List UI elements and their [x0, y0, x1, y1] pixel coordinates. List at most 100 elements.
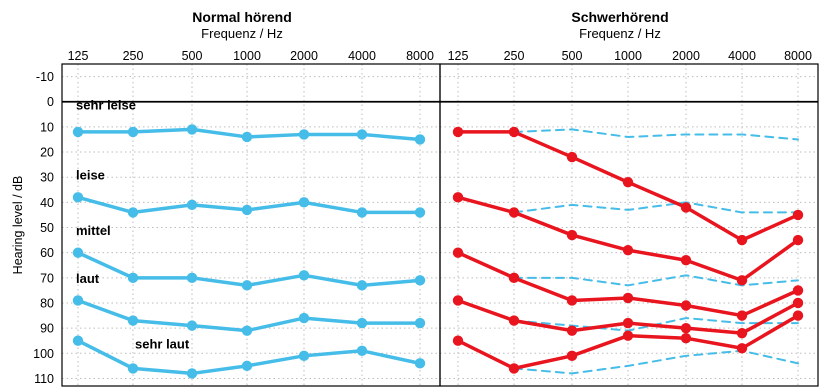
normal-series-point: [72, 192, 84, 203]
annotations-layer: sehr leise leise mittel laut sehr laut: [76, 97, 190, 351]
impaired-series-point: [452, 126, 464, 138]
impaired-series-point: [566, 151, 578, 163]
x-tick-label: 4000: [728, 49, 756, 63]
x-tick-label: 1000: [233, 49, 261, 63]
impaired-series-point: [508, 207, 520, 218]
normal-series-point: [241, 325, 253, 336]
impaired-series-point: [508, 272, 520, 284]
normal-series-point: [127, 315, 139, 326]
y-tick-label: 60: [40, 246, 54, 260]
x-tick-label: 125: [448, 49, 469, 63]
normal-series-point: [241, 131, 253, 143]
y-tick-label: 40: [40, 196, 54, 210]
normal-series-point: [298, 270, 310, 281]
impaired-series-point: [508, 315, 520, 326]
normal-series-point: [298, 129, 310, 140]
impaired-series-point: [508, 363, 520, 374]
normal-series-point: [186, 368, 198, 379]
normal-series-point: [127, 272, 139, 284]
normal-series-point: [414, 358, 426, 369]
normal-series-point: [241, 204, 253, 216]
normal-series-point: [298, 197, 310, 208]
impaired-series-point: [566, 295, 578, 306]
x-tick-label: 500: [562, 49, 583, 63]
impaired-series-point: [452, 192, 464, 203]
impaired-series-point: [680, 333, 692, 344]
impaired-series-point: [792, 297, 804, 309]
normal-series-point: [127, 363, 139, 374]
y-tick-label: 70: [40, 271, 54, 285]
x-tick-label: 8000: [406, 49, 434, 63]
y-tick-label: 20: [40, 146, 54, 160]
normal-series-point: [356, 317, 368, 329]
impaired-series-point: [680, 322, 692, 334]
normal-series-point: [127, 126, 139, 138]
normal-series-point: [72, 295, 84, 306]
impaired-series-point: [792, 285, 804, 296]
impaired-series-point: [452, 295, 464, 306]
y-tick-label: 80: [40, 296, 54, 310]
normal-series-point: [356, 129, 368, 140]
impaired-series-point: [736, 327, 748, 339]
impaired-series-point: [622, 177, 634, 188]
normal-series-point: [186, 124, 198, 135]
y-tick-label: 50: [40, 221, 54, 235]
reference-series-line: [513, 349, 799, 375]
impaired-series-point: [508, 126, 520, 138]
impaired-series-point: [566, 325, 578, 336]
series-annotation: laut: [76, 271, 100, 286]
normal-series-point: [414, 134, 426, 145]
normal-series-point: [241, 280, 253, 291]
impaired-series-point: [792, 310, 804, 321]
x-tick-label: 8000: [784, 49, 812, 63]
impaired-series-point: [622, 330, 634, 341]
normal-series-point: [186, 199, 198, 211]
reference-lines-layer: [513, 128, 799, 375]
y-tick-label: 30: [40, 171, 54, 185]
impaired-series-point: [452, 335, 464, 346]
normal-series-point: [72, 335, 84, 346]
reference-series-line: [513, 201, 799, 214]
y-tick-label: 0: [47, 95, 54, 109]
normal-series-point: [241, 360, 253, 372]
normal-series-point: [298, 350, 310, 362]
normal-series-point: [414, 207, 426, 218]
normal-series-point: [356, 207, 368, 218]
series-annotation: leise: [76, 168, 105, 183]
impaired-series-point: [736, 310, 748, 321]
impaired-series-point: [622, 317, 634, 329]
normal-series-point: [298, 312, 310, 324]
normal-series-point: [356, 345, 368, 356]
impaired-series-point: [736, 234, 748, 246]
x-tick-label: 2000: [672, 49, 700, 63]
right-panel-frame: [439, 63, 819, 387]
y-tick-label: 10: [40, 120, 54, 134]
y-axis-label: Hearing level / dB: [11, 176, 25, 275]
series-annotation: sehr laut: [135, 336, 190, 351]
reference-series-line: [513, 128, 799, 141]
left-subtitle: Frequenz / Hz: [201, 26, 283, 41]
impaired-series-point: [736, 275, 748, 286]
x-tick-label: 250: [123, 49, 144, 63]
right-title: Schwerhörend: [571, 9, 668, 25]
impaired-series-point: [680, 202, 692, 213]
x-tick-label: 500: [182, 49, 203, 63]
impaired-series-point: [792, 209, 804, 221]
series-layer: [72, 124, 804, 379]
tick-labels-layer: 125 250 500 1000 2000 4000 8000 125 250 500 1000 20…: [33, 49, 812, 386]
y-tick-label: 100: [33, 347, 54, 361]
normal-series-point: [186, 320, 198, 331]
y-tick-label: 110: [34, 372, 54, 386]
y-tick-label: 90: [40, 322, 54, 336]
left-title: Normal hörend: [192, 9, 292, 25]
impaired-series-point: [566, 229, 578, 241]
right-subtitle: Frequenz / Hz: [579, 26, 661, 41]
normal-series-point: [127, 207, 139, 218]
x-tick-label: 1000: [614, 49, 642, 63]
impaired-series-point: [736, 343, 748, 354]
left-panel-frame: [61, 63, 441, 387]
impaired-series-point: [622, 292, 634, 304]
normal-series-point: [186, 272, 198, 284]
x-tick-label: 2000: [290, 49, 318, 63]
